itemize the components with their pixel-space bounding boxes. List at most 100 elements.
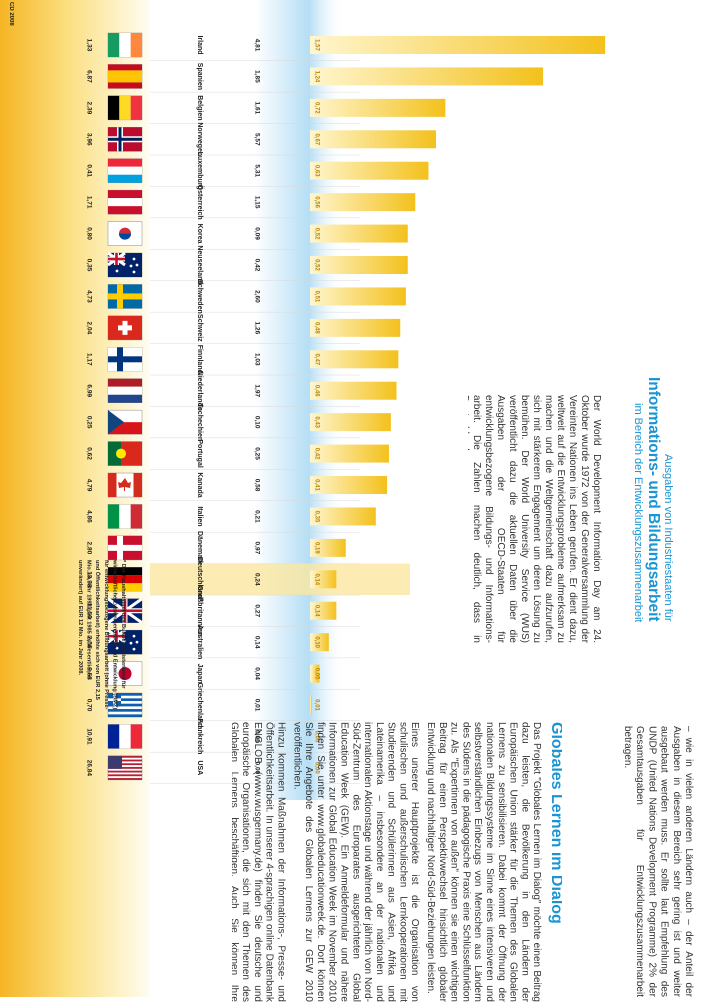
flag-part — [135, 263, 139, 267]
bar — [310, 193, 416, 212]
total-cell: 1,33 — [85, 39, 92, 52]
education-cell: 1,85 — [253, 70, 260, 83]
total-cell: 0,35 — [85, 259, 92, 272]
bar — [310, 36, 606, 54]
value-label: 0,52 — [313, 259, 319, 271]
bar — [310, 413, 391, 432]
total-cell: 26,84 — [85, 760, 92, 777]
value-label: 0,05 — [313, 668, 319, 680]
country-label: Schweden — [196, 279, 203, 314]
value-label: 0,01 — [313, 699, 319, 711]
bar — [310, 318, 401, 337]
flag-part — [108, 386, 142, 395]
flag-part — [108, 709, 142, 712]
flag-part — [108, 95, 120, 120]
subtitle: im Bereich der Entwicklungszusammenarbei… — [632, 402, 644, 622]
education-cell: 0,97 — [253, 542, 260, 555]
bar — [310, 664, 320, 683]
education-cell: 5,57 — [253, 133, 260, 146]
bar — [310, 601, 337, 620]
education-cell: 0,10 — [253, 416, 260, 429]
bar — [310, 130, 436, 149]
source: CD 2008 — [8, 2, 14, 26]
flag-part — [108, 206, 142, 215]
country-label: Australien — [196, 625, 203, 659]
continuation-text: – wie in vielen anderen Ländern auch – d… — [621, 726, 694, 997]
bar — [310, 633, 329, 652]
bar — [310, 67, 544, 86]
flag-part — [108, 473, 117, 498]
value-label: 0,63 — [313, 165, 319, 177]
flag-part — [108, 64, 142, 71]
total-cell: 0,70 — [85, 699, 92, 712]
country-label: Schweiz — [196, 314, 203, 342]
education-cell: 0,01 — [253, 699, 260, 712]
bar — [310, 538, 346, 557]
flag-part — [108, 70, 142, 77]
flag-part — [108, 770, 142, 773]
education-cell: 0,24 — [253, 573, 260, 586]
education-cell: 0,58 — [253, 479, 260, 492]
value-label: 0,52 — [313, 228, 319, 240]
value-label: 1,57 — [313, 39, 319, 51]
flag-part — [118, 667, 132, 681]
blue-band — [255, 0, 345, 800]
flag-part — [108, 583, 142, 592]
flag-part — [108, 76, 142, 83]
flag-part — [108, 441, 121, 466]
value-label: 0,41 — [313, 479, 319, 491]
paragraph: Das Projekt "Globales Lernen im Dialog" … — [425, 722, 543, 1002]
flag-part — [108, 257, 125, 261]
flag-part — [108, 759, 142, 762]
education-cell: 2,60 — [253, 290, 260, 303]
country-label: Belgien — [196, 95, 203, 120]
country-label: Kanada — [196, 472, 203, 497]
total-cell: 4,86 — [85, 510, 92, 523]
flag-part — [129, 264, 133, 268]
flag-part — [108, 190, 142, 199]
section-heading: Globales Lernen im Dialog — [548, 722, 562, 924]
flag-part — [129, 641, 133, 645]
education-cell: 0,27 — [253, 604, 260, 617]
country-label: Japan — [196, 663, 203, 683]
country-label: Italien — [196, 506, 203, 526]
bar — [310, 350, 399, 369]
flag-part — [108, 394, 142, 403]
total-cell: 4,79 — [85, 479, 92, 492]
bar — [310, 256, 408, 275]
bar — [310, 444, 389, 463]
total-cell: 9,58 — [85, 667, 92, 680]
education-cell: 5,31 — [253, 164, 260, 177]
value-label: 0,48 — [313, 322, 319, 334]
value-label: 0,72 — [313, 102, 319, 114]
education-cell: 0,14 — [253, 636, 260, 649]
flag-part — [118, 325, 132, 331]
paragraph: Eines unserer Hauptprojekte ist die Orga… — [291, 722, 421, 1002]
flag-part — [108, 698, 142, 702]
total-cell: 0,62 — [85, 447, 92, 460]
flag-part — [132, 270, 136, 274]
education-cell: 0,42 — [253, 259, 260, 272]
section: Globales Lernen im Dialog Das Projekt "G… — [232, 722, 562, 1002]
flag-part — [119, 95, 131, 120]
country-label: Luxemburg — [196, 152, 203, 190]
intro-text: Der World Development Information Day am… — [468, 395, 602, 643]
value-label: 0,46 — [313, 385, 319, 397]
flag-part — [108, 544, 142, 551]
education-cell: 0,21 — [253, 510, 260, 523]
value-label: 0,67 — [313, 133, 319, 145]
title-line: Ausgaben von Industriestaaten für — [662, 454, 674, 622]
education-cell: 4,81 — [253, 39, 260, 52]
flag-part — [108, 755, 122, 769]
flag-part — [108, 763, 142, 766]
education-cell: 1,97 — [253, 384, 260, 397]
flag-part — [108, 137, 142, 141]
flag-part — [108, 166, 142, 175]
total-cell: 0,80 — [85, 227, 92, 240]
bar — [310, 287, 406, 306]
flag-part — [116, 448, 126, 459]
education-cell: 0,00 — [253, 762, 260, 775]
flag-part — [108, 698, 121, 702]
